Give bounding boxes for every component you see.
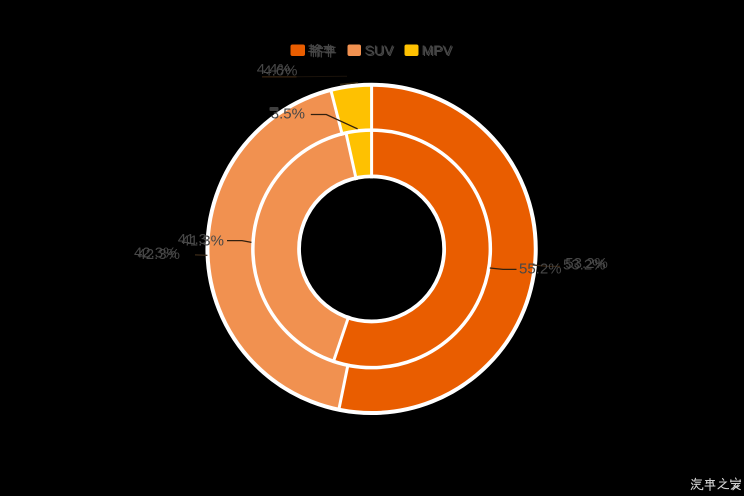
svg-text:53.2%: 53.2% <box>563 257 606 274</box>
svg-text:42.3%: 42.3% <box>137 246 180 263</box>
svg-text:SUV: SUV <box>366 43 395 59</box>
svg-text:41.3%: 41.3% <box>181 233 224 250</box>
svg-text:55.2%: 55.2% <box>519 261 562 278</box>
svg-text:MPV: MPV <box>423 43 454 59</box>
svg-text:MPV: MPV <box>422 42 453 58</box>
svg-text:42.3%: 42.3% <box>134 244 177 261</box>
svg-text:3.5%: 3.5% <box>271 106 305 123</box>
svg-text:41.3: 41.3 <box>178 231 207 248</box>
svg-text:4.6%: 4.6% <box>263 63 297 80</box>
svg-text:SUV: SUV <box>365 42 394 58</box>
svg-text:4.4%: 4.4% <box>257 61 291 78</box>
svg-text:53.2%: 53.2% <box>565 255 608 272</box>
